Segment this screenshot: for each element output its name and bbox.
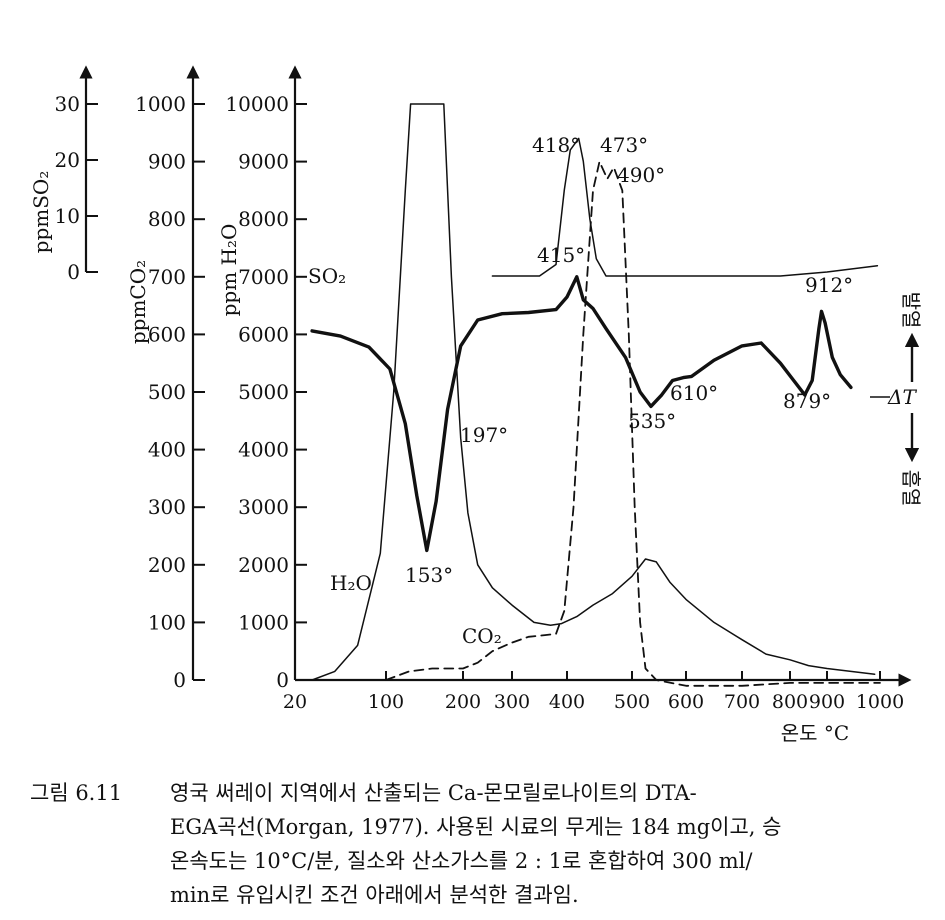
h2o-ticks: 1000090008000700060005000400030002000100…	[225, 92, 307, 692]
endo-label: 흡열	[899, 470, 923, 507]
dt-label: ΔT	[887, 385, 917, 409]
x-tick-label: 20	[283, 691, 307, 713]
co2-tick-label: 600	[148, 322, 186, 346]
x-tick-label: 900	[809, 691, 845, 713]
h2o-tick-label: 1000	[238, 610, 289, 634]
h2o-tick-label: 6000	[238, 322, 289, 346]
h2o-tick-label: 0	[276, 668, 289, 692]
x-tick-label: 800	[772, 691, 808, 713]
co2-tick-label: 500	[148, 380, 186, 404]
co2-series-line	[385, 160, 881, 687]
h2o-tick-label: 4000	[238, 438, 289, 462]
h2o-curve-label: H₂O	[330, 571, 372, 595]
h2o-tick-label: 9000	[238, 150, 289, 174]
annotation-197: 197°	[460, 423, 508, 447]
annotation-912: 912°	[805, 273, 853, 297]
h2o-tick-label: 7000	[238, 265, 289, 289]
co2-tick-label: 200	[148, 553, 186, 577]
exo-label: 발열	[899, 292, 923, 329]
co2-axis-label: ppmCO₂	[126, 260, 150, 344]
co2-tick-label: 800	[148, 207, 186, 231]
annotation-415: 415°	[537, 243, 585, 267]
so2-axis-label: ppmSO₂	[29, 171, 53, 254]
h2o-tick-label: 8000	[238, 207, 289, 231]
so2-tick-label: 30	[55, 92, 80, 116]
co2-tick-label: 900	[148, 150, 186, 174]
data-series	[310, 103, 881, 687]
h2o-series-line	[311, 103, 876, 681]
x-tick-label: 200	[445, 691, 481, 713]
co2-tick-label: 300	[148, 495, 186, 519]
x-ticks: 20 100 200 300 400 500 600 700 800 900 1000	[283, 671, 904, 713]
x-tick-label: 1000	[856, 691, 904, 713]
x-tick-label: 600	[668, 691, 704, 713]
annotation-610: 610°	[670, 381, 718, 405]
co2-curve-label: CO₂	[462, 624, 502, 648]
caption-line-4: min로 유입시킨 조건 아래에서 분석한 결과임.	[170, 883, 579, 907]
co2-tick-label: 400	[148, 438, 186, 462]
dta-series-line	[310, 275, 853, 553]
co2-tick-label: 700	[148, 265, 186, 289]
h2o-tick-label: 2000	[238, 553, 289, 577]
caption-number: 그림 6.11	[30, 781, 123, 805]
annotation-490: 490°	[617, 163, 665, 187]
annotation-879: 879°	[783, 389, 831, 413]
x-tick-label: 500	[614, 691, 650, 713]
so2-series-line	[491, 137, 879, 277]
so2-tick-label: 10	[55, 204, 80, 228]
annotation-535: 535°	[628, 409, 676, 433]
h2o-tick-label: 3000	[238, 495, 289, 519]
annotation-473: 473°	[600, 133, 648, 157]
h2o-tick-label: 10000	[225, 92, 289, 116]
annotation-153: 153°	[405, 563, 453, 587]
co2-tick-label: 1000	[135, 92, 186, 116]
annotation-418: 418°	[532, 133, 580, 157]
h2o-axis-label: ppm H₂O	[217, 224, 241, 317]
so2-ticks: 30 20 10 0	[55, 92, 98, 284]
caption-line-2: EGA곡선(Morgan, 1977). 사용된 시료의 무게는 184 mg이…	[170, 815, 782, 839]
co2-tick-label: 100	[148, 610, 186, 634]
so2-curve-label: SO₂	[308, 264, 346, 288]
x-tick-label: 700	[724, 691, 760, 713]
caption-line-3: 온속도는 10°C/분, 질소와 산소가스를 2 : 1로 혼합하여 300 m…	[170, 849, 753, 873]
co2-tick-label: 0	[173, 668, 186, 692]
h2o-tick-label: 5000	[238, 380, 289, 404]
caption-text: 영국 써레이 지역에서 산출되는 Ca-몬모릴로나이트의 DTA- EGA곡선(…	[170, 776, 940, 912]
so2-tick-label: 0	[67, 260, 80, 284]
x-tick-label: 400	[549, 691, 585, 713]
x-tick-label: 300	[494, 691, 530, 713]
caption-line-1: 영국 써레이 지역에서 산출되는 Ca-몬모릴로나이트의 DTA-	[170, 781, 697, 805]
so2-tick-label: 20	[55, 148, 80, 172]
x-tick-label: 100	[368, 691, 404, 713]
x-axis-label: 온도 °C	[781, 721, 849, 745]
